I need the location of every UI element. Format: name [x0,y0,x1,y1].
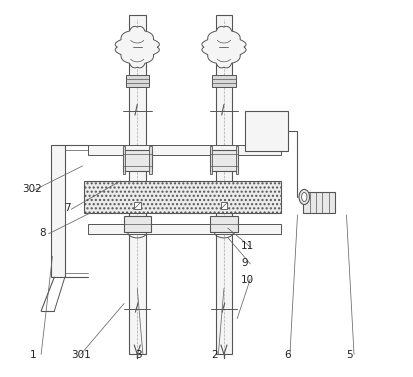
Bar [215,15,232,354]
Bar [212,75,235,87]
Ellipse shape [301,193,306,202]
Text: 6: 6 [284,350,290,360]
Text: 9: 9 [240,257,247,268]
Bar [125,75,149,87]
Text: 301: 301 [71,350,91,360]
Polygon shape [115,26,159,68]
Text: 7: 7 [64,203,70,213]
Bar [209,150,238,170]
Bar [84,181,280,213]
Bar [244,111,287,151]
Bar [209,146,211,174]
Bar [123,146,125,174]
Bar [220,202,227,209]
Bar [123,150,151,170]
Ellipse shape [298,190,309,204]
Text: 3: 3 [135,350,142,360]
Bar [88,145,280,155]
Bar [149,146,151,174]
Text: 302: 302 [22,184,42,194]
Text: 1: 1 [30,350,36,360]
Text: 11: 11 [240,241,254,251]
Bar [210,216,237,232]
Bar [235,146,238,174]
Bar [133,202,140,209]
Text: 10: 10 [240,274,254,285]
Text: 2: 2 [210,350,217,360]
Bar [128,15,145,354]
Bar [88,224,280,234]
Bar [50,145,65,277]
Text: 8: 8 [39,227,46,238]
Text: 5: 5 [346,350,352,360]
Bar [123,216,150,232]
Bar [302,192,335,213]
Polygon shape [202,26,245,68]
